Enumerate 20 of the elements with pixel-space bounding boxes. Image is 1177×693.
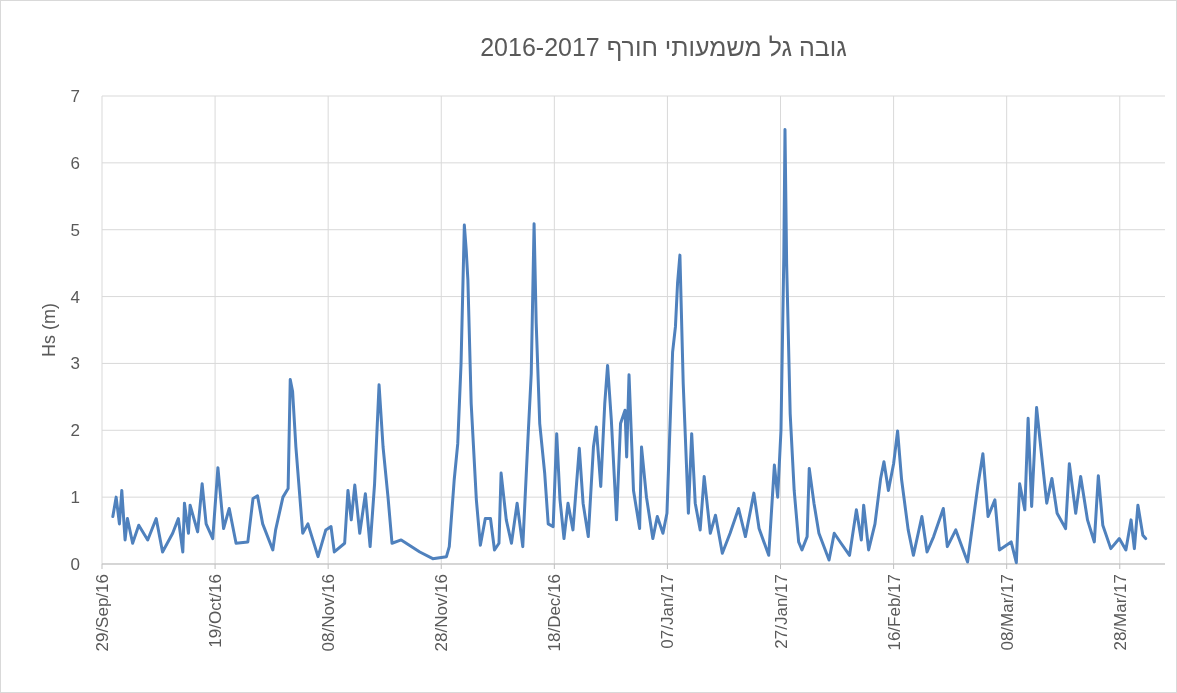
y-tick-label: 1 <box>70 488 80 508</box>
x-tick-label: 08/Mar/17 <box>997 574 1017 651</box>
y-tick-label: 4 <box>70 287 80 307</box>
x-tick-label: 28/Mar/17 <box>1110 574 1130 651</box>
x-tick-label: 07/Jan/17 <box>658 574 678 649</box>
y-tick-label: 0 <box>70 555 80 574</box>
y-tick-label: 5 <box>70 220 80 240</box>
y-tick-label: 3 <box>70 354 80 374</box>
x-tick-label: 29/Sep/16 <box>93 574 112 652</box>
x-tick-label: 27/Jan/17 <box>771 574 791 649</box>
chart-title: גובה גל משמעותי חורף 2016-2017 <box>480 33 847 61</box>
x-tick-label: 16/Feb/17 <box>884 574 904 651</box>
y-tick-label: 2 <box>70 421 80 441</box>
x-tick-label: 18/Dec/16 <box>545 574 565 652</box>
y-tick-label: 7 <box>70 87 80 106</box>
x-tick-label: 08/Nov/16 <box>319 574 339 652</box>
y-tick-label: 6 <box>70 153 80 173</box>
y-axis-title: Hs (m) <box>39 303 59 357</box>
x-tick-label: 28/Nov/16 <box>432 574 452 652</box>
x-tick-label: 19/Oct/16 <box>206 574 226 648</box>
